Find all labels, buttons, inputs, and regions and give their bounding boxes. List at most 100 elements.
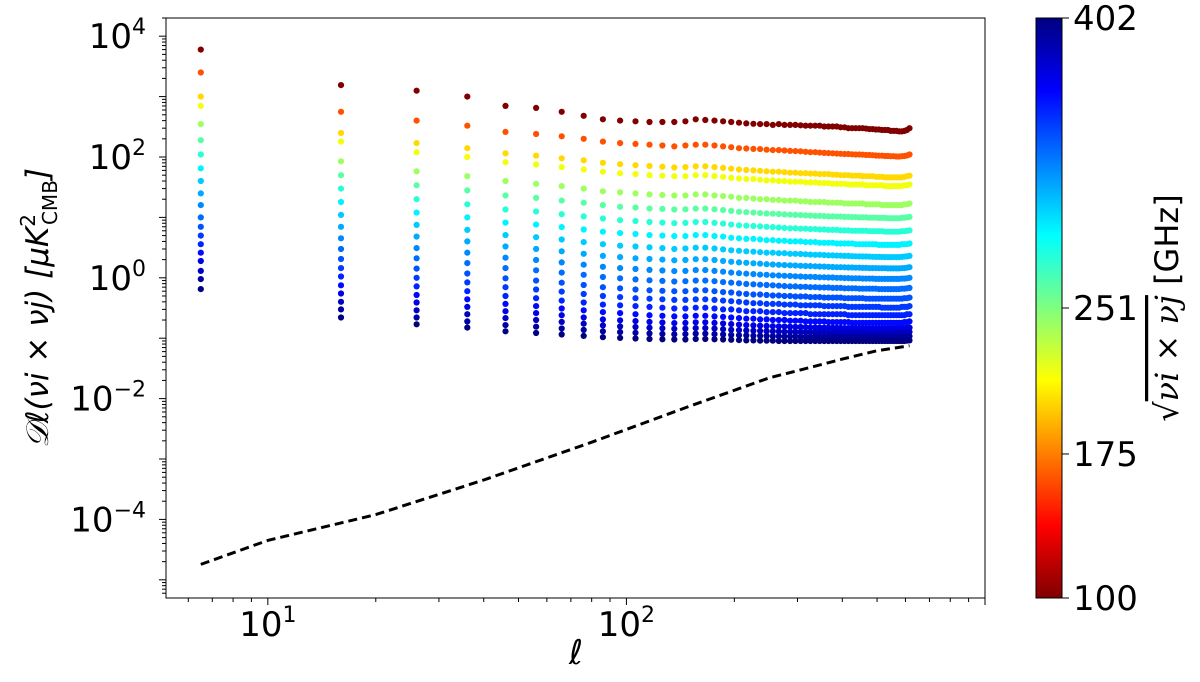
data-point — [781, 323, 788, 330]
data-point — [702, 141, 709, 148]
data-point — [197, 177, 204, 185]
data-point — [711, 305, 718, 312]
data-point — [797, 250, 804, 258]
data-point — [816, 212, 823, 219]
data-point — [787, 301, 794, 308]
data-point — [821, 337, 828, 345]
data-point — [632, 217, 639, 225]
data-point — [763, 291, 770, 299]
data-point — [197, 102, 204, 109]
data-point — [792, 301, 799, 308]
data-point — [775, 292, 782, 299]
data-point — [692, 191, 699, 198]
data-point — [787, 178, 794, 185]
colorbar — [1035, 17, 1063, 599]
data-point — [702, 325, 709, 332]
data-point — [580, 326, 587, 333]
data-point — [787, 272, 794, 280]
data-point — [671, 320, 678, 327]
data-point — [646, 255, 653, 263]
data-point — [659, 245, 666, 252]
data-point — [787, 238, 794, 245]
data-point — [617, 170, 624, 177]
colorbar-tick-label: 100 — [1073, 579, 1138, 619]
data-point — [775, 282, 782, 289]
data-point — [580, 314, 587, 321]
y-axis-label: 𝒟ℓ(νi × νj) [μK2CMB] — [16, 168, 62, 448]
data-point — [197, 137, 204, 144]
data-point — [711, 336, 718, 343]
data-point — [807, 149, 814, 156]
data-point — [775, 147, 782, 154]
data-point — [792, 323, 799, 330]
data-point — [802, 179, 809, 186]
data-point — [750, 176, 757, 183]
data-point — [702, 163, 709, 170]
svg-text:𝒟ℓ(νi × νj) [μK2CMB]: 𝒟ℓ(νi × νj) [μK2CMB] — [16, 168, 62, 448]
data-point — [711, 142, 718, 149]
data-point — [906, 264, 913, 271]
data-point — [807, 122, 814, 129]
data-point — [599, 188, 607, 195]
data-point — [502, 328, 509, 335]
data-point — [464, 214, 471, 221]
data-point — [337, 211, 345, 218]
data-point — [802, 148, 809, 155]
data-point — [781, 337, 788, 345]
data-point — [413, 283, 420, 290]
data-point — [781, 262, 788, 269]
data-point — [797, 262, 804, 269]
data-point — [711, 325, 718, 332]
data-point — [735, 145, 743, 152]
data-point — [533, 234, 540, 241]
data-point — [580, 281, 587, 289]
data-point — [599, 241, 607, 248]
data-point — [792, 211, 799, 218]
data-point — [792, 333, 799, 340]
data-point — [671, 336, 678, 343]
data-point — [702, 256, 709, 263]
y-axis-label-sup: 2 — [16, 214, 40, 227]
data-point — [720, 193, 727, 200]
data-point — [533, 303, 540, 310]
data-point — [807, 239, 814, 246]
data-point — [711, 206, 718, 213]
data-point — [632, 255, 639, 262]
data-point — [769, 210, 776, 217]
data-point — [413, 274, 420, 281]
data-point — [502, 254, 509, 261]
data-point — [702, 218, 709, 226]
data-point — [413, 314, 420, 321]
data-point — [763, 337, 770, 344]
data-point — [802, 293, 809, 300]
data-point — [812, 324, 819, 331]
data-point — [711, 319, 718, 326]
colorbar-label: √νi × νj [GHz] — [1148, 194, 1186, 421]
data-point — [728, 221, 735, 228]
data-point — [632, 295, 639, 302]
data-point — [769, 328, 776, 335]
data-point — [337, 223, 345, 230]
data-point — [533, 221, 540, 228]
data-point — [781, 283, 788, 290]
data-point — [757, 223, 764, 230]
data-point — [757, 249, 764, 256]
data-point — [743, 270, 750, 277]
y-tick-label: 104 — [89, 15, 146, 57]
data-point — [599, 292, 607, 300]
data-point — [632, 243, 639, 250]
data-point — [802, 324, 809, 331]
data-point — [337, 290, 345, 297]
data-point — [646, 141, 653, 148]
data-point — [750, 195, 757, 202]
data-point — [728, 269, 735, 276]
data-point — [659, 325, 666, 332]
data-point — [757, 121, 764, 128]
data-point — [646, 266, 653, 273]
data-point — [757, 300, 764, 307]
data-point — [757, 176, 764, 183]
data-point — [735, 332, 743, 339]
data-point — [632, 335, 639, 342]
data-point — [413, 321, 420, 328]
y-tick-label: 100 — [89, 257, 146, 299]
